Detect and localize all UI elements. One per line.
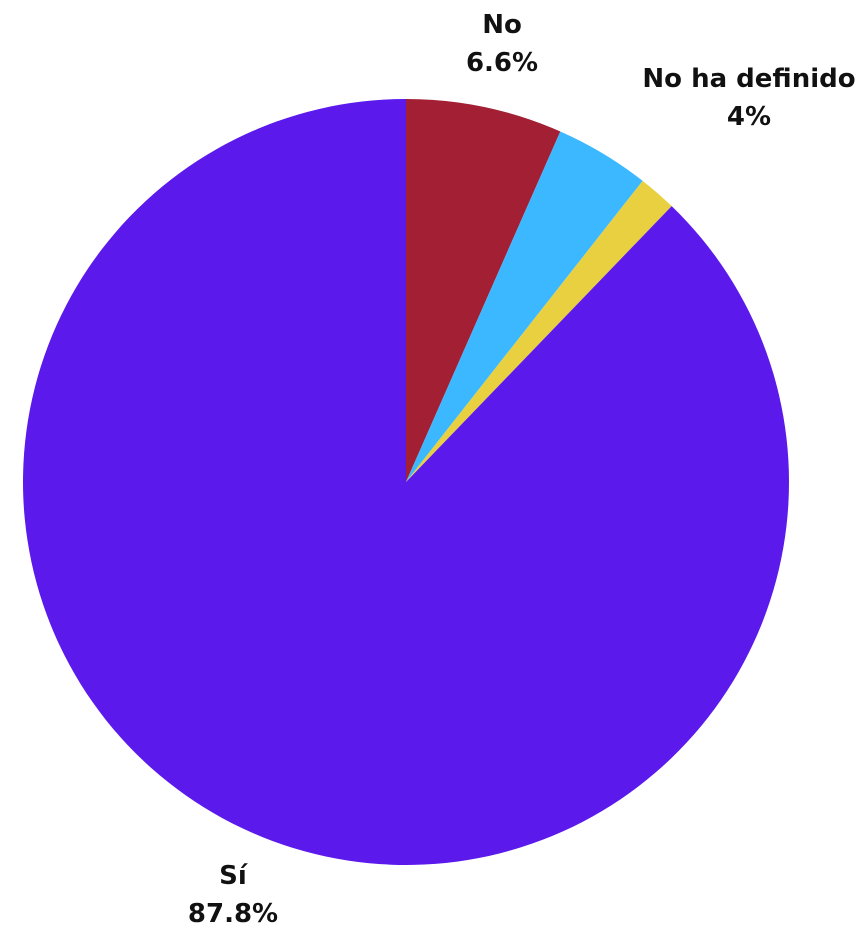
pie-labels: No 6.6% No ha definido 4% Sí 87.8% xyxy=(188,10,856,929)
pie-slices xyxy=(22,99,790,865)
pie-label-name-0: No xyxy=(482,10,522,40)
pie-label-value-0: 6.6% xyxy=(466,48,538,78)
pie-slice-1 xyxy=(406,131,643,482)
pie-slice-3 xyxy=(22,99,790,865)
pie-slice-0 xyxy=(406,99,561,482)
pie-label-value-3: 87.8% xyxy=(188,899,278,929)
pie-label-0: No 6.6% xyxy=(466,10,538,78)
pie-label-1: No ha definido 4% xyxy=(642,64,855,132)
pie-slice-2 xyxy=(406,180,672,482)
pie-label-name-1: No ha definido xyxy=(642,64,855,94)
pie-label-value-1: 4% xyxy=(727,102,771,132)
pie-label-name-3: Sí xyxy=(219,861,249,891)
pie-label-3: Sí 87.8% xyxy=(188,861,278,929)
